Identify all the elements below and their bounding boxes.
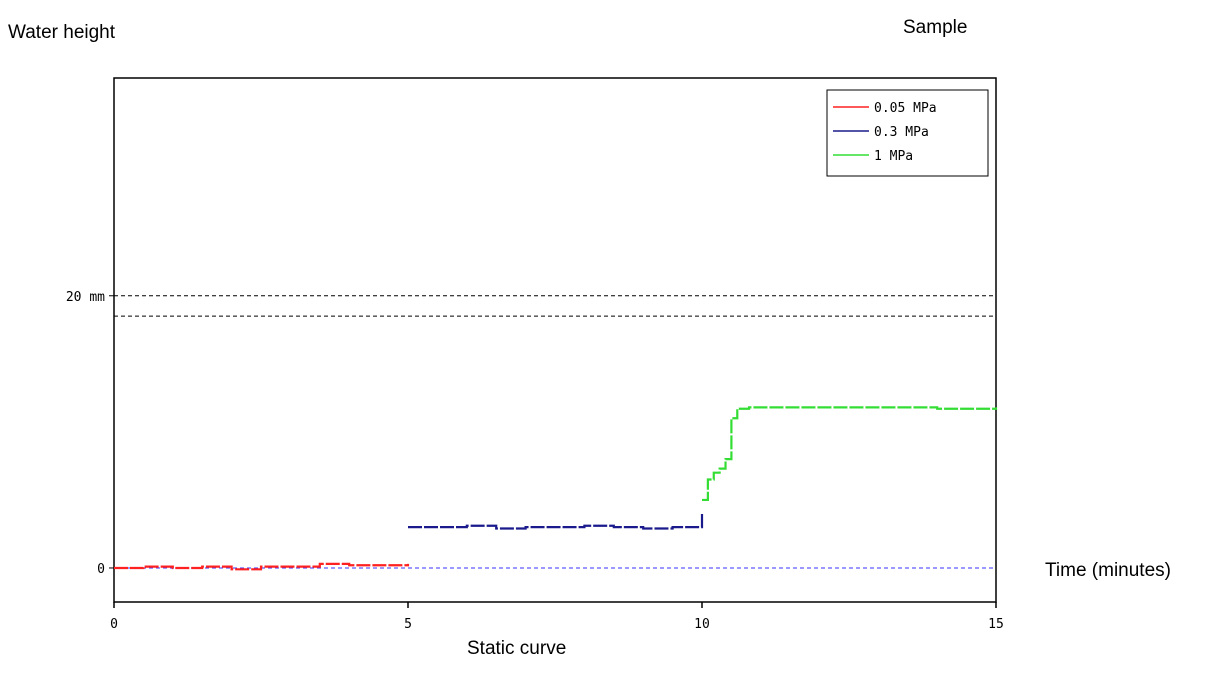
x-tick-label-1: 5 (404, 617, 412, 632)
y-ticks: 0 20 mm (66, 290, 114, 577)
legend-label-0: 0.05 MPa (874, 101, 937, 116)
x-ticks: 0 5 10 15 (110, 602, 1004, 632)
series-line-0 (114, 562, 410, 571)
x-tick-label-3: 15 (988, 617, 1004, 632)
legend-label-2: 1 MPa (874, 149, 913, 164)
legend-label-1: 0.3 MPa (874, 125, 929, 140)
legend: 0.05 MPa 0.3 MPa 1 MPa (826, 89, 989, 177)
legend-box (826, 89, 989, 177)
series-lines (114, 406, 998, 571)
y-tick-label-0: 0 (97, 562, 105, 577)
x-tick-label-0: 0 (110, 617, 118, 632)
series-line-1 (408, 513, 704, 530)
x-tick-label-2: 10 (694, 617, 710, 632)
x-axis-label: Time (minutes) (1045, 560, 1171, 581)
corner-label: Sample (903, 17, 968, 38)
chart-caption: Static curve (467, 638, 567, 659)
y-axis-label: Water height (8, 22, 116, 43)
series-line-2 (702, 406, 998, 502)
y-tick-label-1: 20 mm (66, 290, 105, 305)
